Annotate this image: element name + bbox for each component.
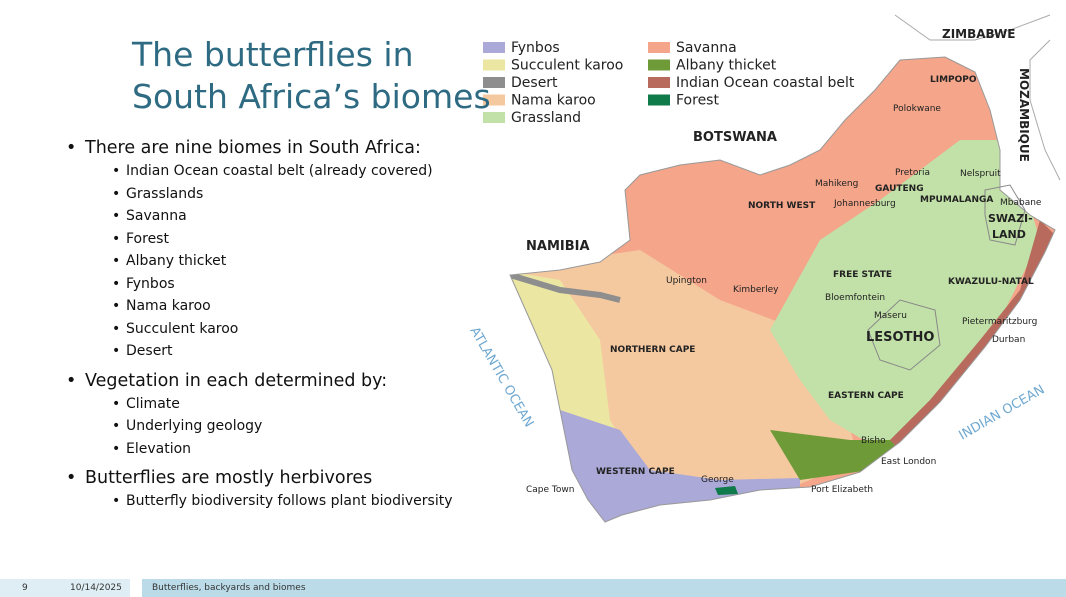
- bullet-group: Butterflies are mostly herbivoresButterf…: [66, 468, 466, 513]
- sub-bullet: Savanna: [66, 205, 466, 228]
- map-label: East London: [881, 457, 936, 467]
- swaziland-outline: [984, 184, 1026, 246]
- sub-bullet: Succulent karoo: [66, 318, 466, 341]
- sub-bullet: Forest: [66, 228, 466, 251]
- legend-swatch: [648, 94, 670, 106]
- footer-left: [0, 579, 130, 597]
- map-label: FREE STATE: [833, 270, 892, 280]
- legend-label: Albany thicket: [676, 58, 777, 74]
- map-label: LIMPOPO: [930, 75, 977, 85]
- map-label: Mahikeng: [815, 179, 858, 189]
- legend-label: Savanna: [676, 40, 737, 56]
- map-label: MPUMALANGA: [920, 195, 993, 205]
- legend-swatch: [648, 77, 670, 88]
- legend-swatch: [648, 59, 670, 71]
- map-label: Durban: [992, 335, 1025, 345]
- bullet: Butterflies are mostly herbivores: [66, 468, 466, 488]
- sub-bullet: Fynbos: [66, 273, 466, 296]
- map-label: ZIMBABWE: [942, 27, 1015, 41]
- sub-bullet: Elevation: [66, 438, 466, 461]
- map-label: MOZAMBIQUE: [1017, 68, 1031, 162]
- legend-swatch: [648, 42, 670, 53]
- sub-bullet: Nama karoo: [66, 295, 466, 318]
- legend-swatch: [483, 59, 505, 71]
- legend-label: Grassland: [511, 110, 581, 126]
- map-label: LESOTHO: [866, 330, 934, 345]
- legend-swatch: [483, 94, 505, 106]
- legend-label: Desert: [511, 75, 558, 91]
- sub-bullet: Indian Ocean coastal belt (already cover…: [66, 160, 466, 183]
- border-lines: [894, 14, 1061, 181]
- map-label: KWAZULU-NATAL: [948, 277, 1034, 287]
- map-label: Upington: [666, 276, 707, 286]
- lesotho-outline: [867, 299, 941, 371]
- legend-label: Nama karoo: [511, 93, 596, 109]
- title-line: The butterflies in: [132, 35, 414, 74]
- map-label: NORTH WEST: [748, 201, 816, 211]
- sub-bullet: Desert: [66, 340, 466, 363]
- sub-bullet: Albany thicket: [66, 250, 466, 273]
- sub-bullet: Underlying geology: [66, 415, 466, 438]
- map-label: LAND: [992, 228, 1026, 241]
- map-label: Kimberley: [733, 285, 779, 295]
- map-label: EASTERN CAPE: [828, 391, 904, 401]
- legend-swatch: [483, 42, 505, 53]
- map-label: Pretoria: [895, 168, 930, 178]
- title-line: South Africa’s biomes: [132, 77, 491, 116]
- legend-swatch: [483, 112, 505, 123]
- footer-text: Butterflies, backyards and biomes: [152, 583, 306, 593]
- map-label: Cape Town: [526, 485, 574, 495]
- map-label: Mbabane: [1000, 198, 1042, 208]
- legend-label: Succulent karoo: [511, 58, 623, 74]
- map-label: SWAZI-: [988, 212, 1033, 225]
- legend-label: Indian Ocean coastal belt: [676, 75, 855, 91]
- map-label: George: [701, 475, 734, 485]
- bullet: There are nine biomes in South Africa:: [66, 138, 466, 158]
- map-label: Nelspruit: [960, 169, 1001, 179]
- map-label: Pietermaritzburg: [962, 317, 1037, 327]
- footer-bar: [142, 579, 1066, 597]
- bullet-group: There are nine biomes in South Africa:In…: [66, 138, 466, 363]
- bullet-group: Vegetation in each determined by:Climate…: [66, 371, 466, 461]
- map-label: WESTERN CAPE: [596, 467, 675, 477]
- map-label: NORTHERN CAPE: [610, 345, 695, 355]
- bullet: Vegetation in each determined by:: [66, 371, 466, 391]
- sub-bullet: Butterfly biodiversity follows plant bio…: [66, 490, 466, 513]
- legend-label: Forest: [676, 93, 719, 109]
- footer: 9 10/14/2025 Butterflies, backyards and …: [0, 579, 1066, 597]
- map-label: GAUTENG: [875, 184, 924, 194]
- sub-bullet: Grasslands: [66, 183, 466, 206]
- map-label: Polokwane: [893, 104, 941, 114]
- footer-date: 10/14/2025: [70, 583, 122, 593]
- legend-label: Fynbos: [511, 40, 560, 56]
- sub-bullet: Climate: [66, 393, 466, 416]
- map-label: Maseru: [874, 311, 907, 321]
- page-number: 9: [22, 583, 28, 593]
- bullet-list: There are nine biomes in South Africa:In…: [66, 138, 466, 521]
- map-label: NAMIBIA: [526, 239, 590, 254]
- map-label: Johannesburg: [833, 199, 896, 209]
- legend-swatch: [483, 77, 505, 88]
- map-label: Port Elizabeth: [811, 485, 873, 495]
- map-label: ATLANTIC OCEAN: [467, 325, 537, 430]
- slide-title: The butterflies in South Africa’s biomes: [132, 34, 491, 118]
- map-label: Bloemfontein: [825, 293, 885, 303]
- map-label: Bisho: [861, 436, 886, 446]
- map-label: BOTSWANA: [693, 130, 777, 145]
- map-label: INDIAN OCEAN: [957, 382, 1048, 443]
